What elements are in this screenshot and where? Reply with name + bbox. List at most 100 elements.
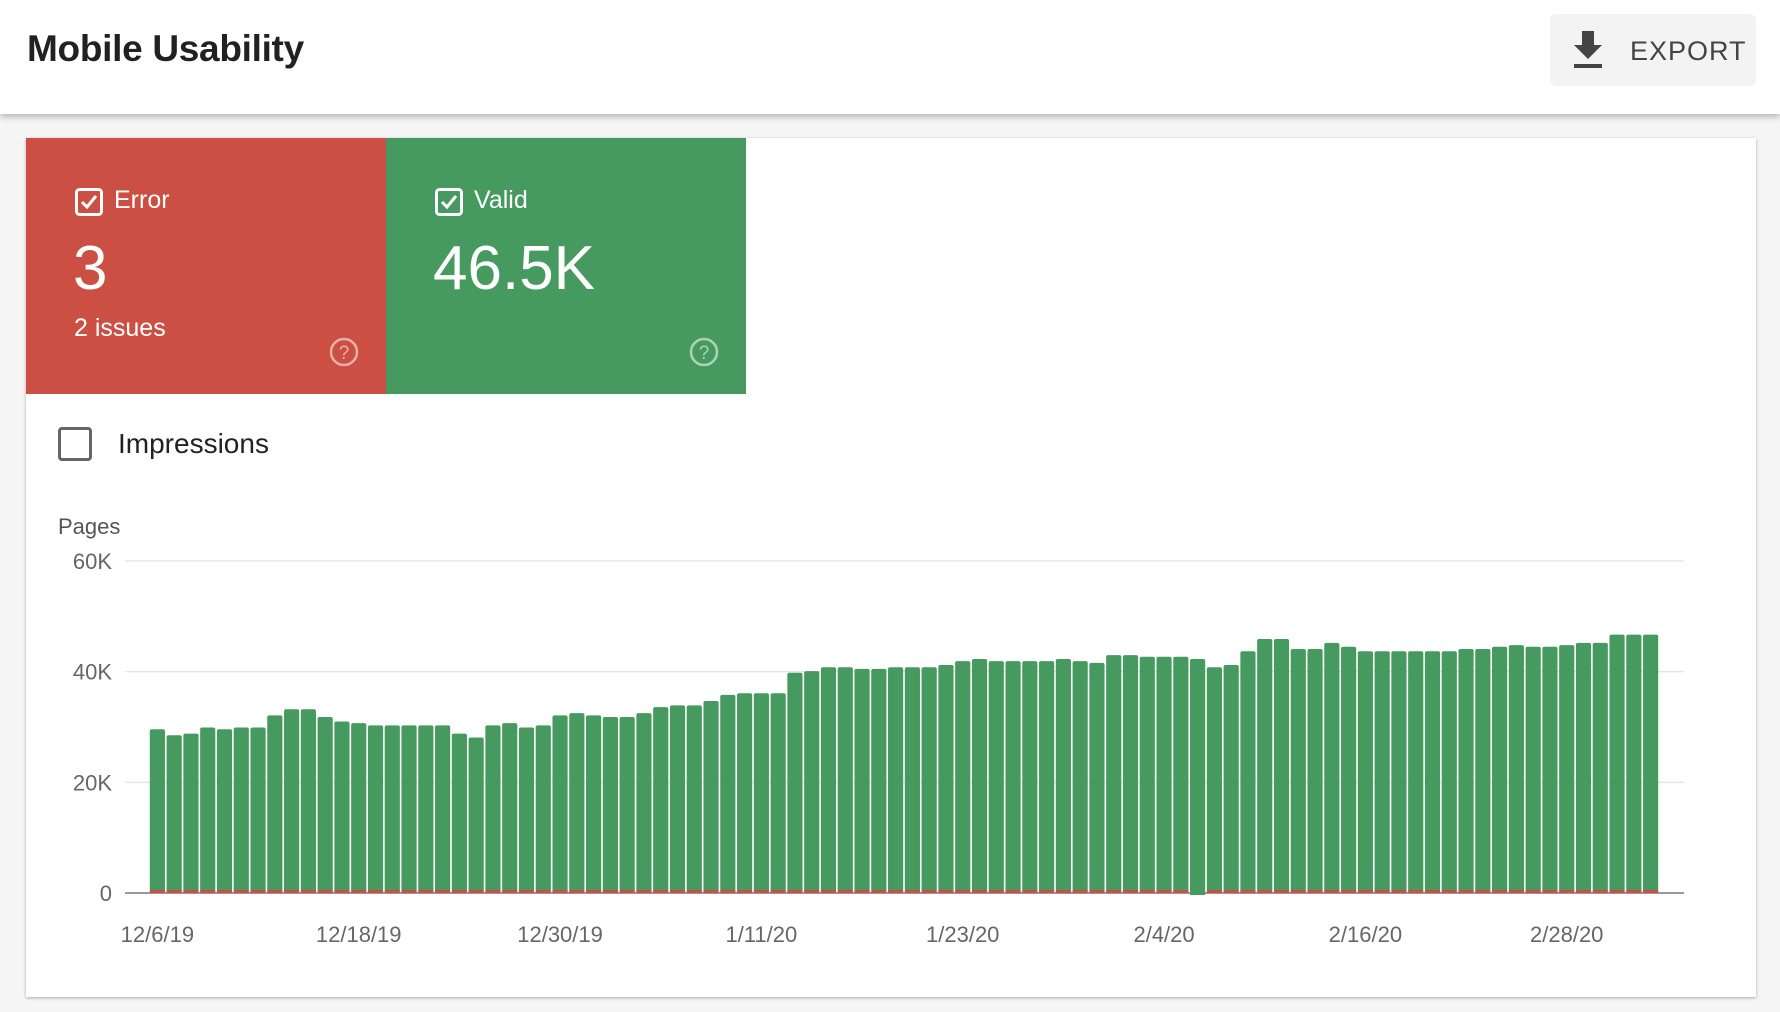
error-bar: [686, 890, 702, 893]
error-tile[interactable]: Error 3 2 issues ?: [26, 138, 386, 394]
error-bar: [1357, 890, 1373, 893]
valid-bar: [1542, 646, 1558, 890]
error-bar: [636, 890, 652, 893]
error-bar: [183, 890, 199, 893]
export-label: EXPORT: [1630, 36, 1747, 66]
valid-bar: [367, 725, 384, 890]
valid-bar: [1391, 651, 1407, 890]
error-bar: [1525, 890, 1541, 893]
page-title: Mobile Usability: [27, 28, 304, 69]
valid-bar: [351, 723, 367, 890]
valid-bar: [904, 667, 920, 890]
error-bar: [1374, 890, 1390, 893]
valid-bar: [669, 705, 686, 890]
error-bar: [166, 890, 182, 893]
valid-bar: [300, 709, 316, 890]
y-tick-label: 0: [100, 881, 112, 906]
error-bar: [1005, 890, 1021, 893]
error-bar: [1441, 890, 1457, 893]
valid-bar: [921, 667, 937, 890]
valid-bar: [854, 668, 870, 890]
error-bar: [1206, 890, 1222, 893]
error-bar: [569, 890, 585, 893]
valid-bar: [988, 661, 1004, 890]
error-bar: [334, 890, 350, 893]
valid-bar: [586, 715, 602, 890]
valid-tile[interactable]: Valid 46.5K ?: [386, 138, 746, 394]
error-bar: [955, 890, 971, 893]
error-bar: [904, 890, 920, 893]
error-bar: [653, 890, 669, 893]
error-bar: [737, 890, 753, 893]
error-bar: [586, 890, 602, 893]
x-tick-label: 12/30/19: [517, 922, 603, 947]
error-bar: [1508, 890, 1524, 893]
valid-bar: [1206, 667, 1222, 890]
valid-bar: [451, 733, 467, 890]
valid-bar: [955, 661, 971, 890]
valid-bar: [401, 725, 417, 890]
valid-bar: [1559, 645, 1575, 890]
x-tick-label: 1/23/20: [926, 922, 999, 947]
valid-bar: [1173, 656, 1189, 890]
error-bar: [1592, 890, 1608, 893]
valid-bar: [233, 727, 249, 890]
error-bar: [485, 890, 501, 893]
valid-bar: [485, 725, 501, 890]
error-bar: [1475, 890, 1491, 893]
page-header: Mobile Usability EXPORT: [0, 0, 1780, 114]
error-bar: [1139, 890, 1155, 893]
y-tick-label: 40K: [73, 660, 112, 685]
error-bar: [300, 890, 316, 893]
help-icon[interactable]: ?: [689, 337, 719, 367]
error-bar: [938, 890, 954, 893]
error-bar: [1089, 890, 1105, 893]
valid-bar: [971, 658, 988, 890]
valid-bar: [737, 693, 753, 890]
error-bar: [770, 890, 786, 893]
valid-bar: [418, 725, 434, 890]
valid-bar: [871, 668, 887, 890]
valid-bar: [1357, 651, 1373, 890]
error-bar: [502, 890, 518, 893]
error-bar: [367, 890, 384, 893]
error-bar: [602, 890, 618, 893]
valid-bar: [1458, 648, 1474, 890]
valid-bar: [1190, 658, 1206, 895]
valid-bar: [1240, 651, 1256, 890]
checkbox-checked-icon[interactable]: [75, 188, 103, 216]
export-button[interactable]: EXPORT: [1550, 14, 1756, 86]
valid-bar: [820, 667, 837, 890]
valid-bar: [518, 727, 535, 890]
error-bar: [468, 890, 484, 893]
error-bar: [1223, 890, 1239, 893]
valid-bar: [602, 717, 618, 890]
valid-bar: [1525, 646, 1541, 890]
y-tick-label: 60K: [73, 549, 112, 574]
valid-bar: [468, 737, 484, 890]
error-bar: [267, 890, 283, 893]
error-bar: [518, 890, 535, 893]
error-count: 3: [73, 234, 108, 303]
valid-bar: [703, 700, 719, 890]
valid-bar: [569, 713, 585, 890]
checkbox-checked-icon[interactable]: [435, 188, 463, 216]
valid-bar: [1089, 662, 1105, 890]
valid-bar: [787, 672, 803, 890]
error-bar: [200, 890, 216, 893]
error-bar: [837, 890, 853, 893]
error-bar: [284, 890, 300, 893]
error-bar: [804, 890, 820, 893]
error-bar: [1156, 890, 1172, 893]
valid-bar: [1139, 656, 1155, 890]
x-tick-label: 12/6/19: [121, 922, 194, 947]
error-bar: [1290, 890, 1306, 893]
valid-bar: [1307, 648, 1323, 890]
impressions-checkbox[interactable]: [58, 427, 92, 461]
help-icon[interactable]: ?: [329, 337, 359, 367]
error-bar: [1273, 890, 1290, 893]
error-bar: [1609, 890, 1625, 893]
impressions-toggle[interactable]: Impressions: [58, 427, 269, 461]
valid-bar: [1156, 656, 1172, 890]
error-bar: [535, 890, 551, 893]
